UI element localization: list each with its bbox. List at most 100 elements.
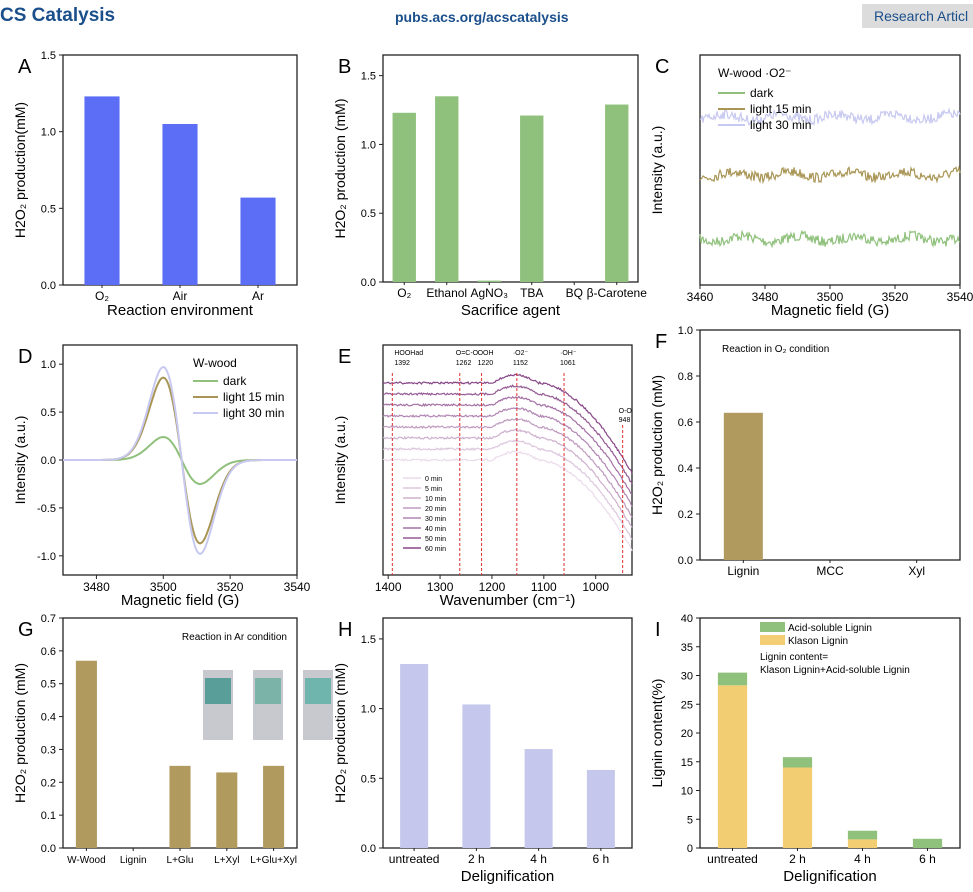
y-tick-label: 1.0 — [41, 127, 56, 139]
x-tick-label: 6 h — [919, 852, 936, 866]
x-tick-label: 3540 — [284, 580, 311, 594]
legend-swatch — [760, 635, 785, 645]
legend-label: Klason Lignin — [788, 636, 848, 647]
x-tick-label: L+Glu — [167, 855, 194, 866]
annotation: Reaction in O₂ condition — [722, 344, 829, 355]
x-tick-label: 3540 — [947, 290, 973, 304]
y-tick-label: 0.3 — [41, 744, 56, 756]
y-axis-label: Intensity (a.u.) — [332, 416, 348, 505]
x-tick-label: 4 h — [530, 852, 547, 866]
bar-acid-soluble-lignin — [847, 830, 878, 840]
panel-H: H H2O₂ production (mM) Delignification 0.0 0… — [332, 617, 633, 885]
bar-klason-lignin — [847, 839, 878, 848]
bar-klason-lignin — [717, 685, 748, 848]
spectrum-5-min — [382, 439, 633, 540]
legend-label: light 30 min — [223, 406, 284, 420]
x-tick-label: 2 h — [789, 852, 806, 866]
vial-solution — [305, 678, 331, 704]
bar — [263, 765, 285, 848]
panel-letter: B — [338, 56, 351, 78]
journal-url[interactable]: pubs.acs.org/acscatalysis — [395, 9, 569, 25]
y-axis-label: H2O₂ production (mM) — [649, 375, 665, 515]
bar — [84, 96, 120, 286]
series-light-30-min — [699, 106, 961, 127]
x-tick-label: O₂ — [95, 289, 109, 303]
peak-label: O=C-O — [456, 350, 479, 357]
panel-letter: H — [338, 619, 352, 641]
panel-letter: A — [18, 56, 32, 78]
y-axis-label: H2O₂ production (mM) — [332, 663, 348, 803]
x-tick-label: BQ — [566, 286, 583, 300]
y-axis-label: Intensity (a.u.) — [12, 416, 28, 505]
legend-label: light 15 min — [223, 390, 284, 404]
y-tick-label: 15 — [681, 757, 693, 769]
spectrum-40-min — [382, 395, 633, 495]
y-tick-label: 0.0 — [678, 555, 693, 567]
x-tick-label: 3480 — [83, 580, 110, 594]
x-tick-label: MCC — [816, 564, 844, 578]
plot-frame — [382, 54, 639, 283]
x-tick-label: L+Xyl — [214, 855, 239, 866]
legend-label: light 30 min — [750, 118, 811, 132]
y-tick-label: 0.4 — [41, 712, 56, 724]
bar-klason-lignin — [782, 767, 813, 848]
x-axis-label: Reaction environment — [107, 302, 254, 319]
x-tick-label: β-Carotene — [587, 286, 648, 300]
y-tick-label: 1.5 — [41, 50, 56, 62]
y-tick-label: 0.7 — [41, 613, 56, 625]
x-axis-label: Wavenumber (cm⁻¹) — [440, 592, 576, 609]
x-tick-label: 3500 — [817, 290, 844, 304]
peak-label: HOOHad — [394, 350, 423, 357]
x-tick-label: Air — [173, 289, 188, 303]
bar — [435, 96, 459, 282]
y-tick-label: 0.2 — [678, 509, 693, 521]
peak-label: ·O2⁻ — [513, 350, 529, 357]
y-tick-label: 0.0 — [361, 843, 376, 855]
vial-solution — [255, 678, 281, 704]
bar — [477, 280, 501, 282]
panel-letter: I — [655, 619, 661, 641]
peak-wavenumber: 1061 — [560, 360, 576, 367]
y-axis-label: H2O₂ production (mM) — [12, 663, 28, 803]
legend-title: W-wood ·O2⁻ — [718, 66, 791, 80]
x-tick-label: 1000 — [582, 580, 609, 594]
legend-label: 60 min — [425, 546, 446, 553]
x-tick-label: 2 h — [468, 852, 485, 866]
bar — [462, 704, 491, 848]
bar — [75, 660, 97, 848]
spectrum-10-min — [382, 428, 633, 528]
y-tick-label: 20 — [681, 728, 693, 740]
y-tick-label: 0.5 — [41, 679, 56, 691]
bar — [392, 112, 416, 282]
x-tick-label: 1400 — [375, 580, 402, 594]
peak-wavenumber: 1220 — [478, 360, 494, 367]
peak-label: O-O — [619, 408, 633, 415]
bar-acid-soluble-lignin — [912, 838, 943, 848]
y-tick-label: 0.2 — [41, 777, 56, 789]
legend-label: 10 min — [425, 496, 446, 503]
series-light-15-min — [699, 165, 961, 185]
y-tick-label: 1.5 — [361, 634, 376, 646]
y-tick-label: 1.0 — [361, 704, 376, 716]
peak-wavenumber: 1262 — [456, 360, 472, 367]
spectrum-50-min — [382, 384, 633, 485]
bar — [162, 124, 198, 285]
y-tick-label: 1.0 — [361, 139, 376, 151]
y-axis-label: Intensity (a.u.) — [649, 126, 665, 215]
bar — [605, 104, 629, 282]
series-light-30-min — [63, 365, 297, 555]
plot-frame — [699, 54, 961, 286]
legend-swatch — [760, 622, 785, 632]
y-tick-label: 1.0 — [41, 359, 56, 371]
y-tick-label: 0.0 — [41, 455, 56, 467]
bar-acid-soluble-lignin — [782, 757, 813, 768]
bar — [586, 769, 615, 848]
y-tick-label: 5 — [687, 814, 693, 826]
x-axis-label: Delignification — [461, 868, 554, 885]
y-tick-label: 0.0 — [361, 277, 376, 289]
legend-label: light 15 min — [750, 102, 811, 116]
y-tick-label: 0.4 — [678, 463, 693, 475]
page-header: CS Catalysis pubs.acs.org/acscatalysis R… — [0, 0, 973, 34]
bar — [240, 197, 276, 285]
legend-label: 5 min — [425, 486, 442, 493]
